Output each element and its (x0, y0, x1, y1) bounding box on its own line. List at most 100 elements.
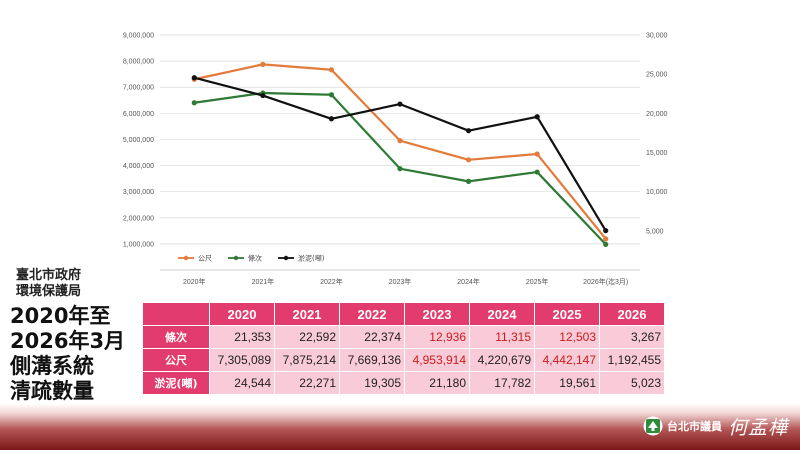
legend-label: 淤泥(噸) (298, 254, 325, 263)
row-label: 淤泥(噸) (142, 371, 210, 395)
table-cell: 7,305,089 (209, 348, 275, 372)
title-line-4: 清疏數量 (10, 379, 94, 403)
data-point (397, 138, 403, 144)
legend-marker (233, 255, 239, 261)
legend-marker (183, 255, 189, 261)
data-point (260, 92, 266, 99)
table-cell: 19,561 (534, 371, 600, 395)
year-header: 2026 (599, 302, 665, 326)
data-point (260, 61, 266, 67)
title-line-2: 2026年3月 (10, 329, 126, 353)
x-tick-label: 2025年 (526, 277, 549, 286)
year-header: 2020 (209, 302, 275, 326)
y-left-tick-label: 5,000,000 (123, 137, 154, 144)
row-label: 公尺 (142, 348, 210, 372)
y-left-tick-label: 6,000,000 (123, 111, 154, 118)
line-chart: 1,000,000 2,000,000 3,000,000 4,000,000 5,00… (123, 33, 668, 287)
org-line-2: 環境保護局 (16, 284, 82, 299)
x-tick-label: 2024年 (457, 277, 480, 286)
data-point (191, 75, 197, 81)
data-point (465, 157, 472, 163)
table-body: 條次 21,353 22,592 22,374 12,936 11,315 12,503 3,… (142, 325, 665, 395)
table-cell: 4,953,914 (404, 348, 470, 372)
data-point (328, 116, 335, 122)
table-cell: 11,315 (469, 325, 535, 349)
table-cell: 5,023 (599, 371, 665, 395)
table-row: 條次 21,353 22,592 22,374 12,936 11,315 12,503 3,… (142, 325, 665, 349)
data-point (397, 101, 403, 107)
table-cell: 1,192,455 (599, 348, 665, 372)
year-header: 2021 (274, 302, 340, 326)
x-tick-label: 2026年(迄3月) (583, 277, 628, 286)
data-point (603, 241, 609, 248)
data-point (328, 67, 335, 73)
table-row: 公尺 7,305,089 7,875,214 7,669,136 4,953,914 4,… (142, 348, 665, 372)
data-table: 2020 2021 2022 2023 2024 2025 2026 條次 21,… (142, 302, 665, 395)
year-header: 2025 (534, 302, 600, 326)
table-cell: 22,592 (274, 325, 340, 349)
data-point (534, 151, 540, 157)
legend-label: 公尺 (198, 255, 212, 263)
table-cell: 19,305 (339, 371, 405, 395)
table-cell: 17,782 (469, 371, 535, 395)
x-tick-label: 2022年 (320, 277, 343, 286)
y-left-tick-label: 4,000,000 (123, 163, 154, 170)
legend-marker (283, 255, 289, 261)
data-point (603, 236, 609, 242)
data-point (465, 128, 472, 134)
footer-band (0, 404, 800, 450)
year-header: 2024 (469, 302, 535, 326)
table-cell: 7,875,214 (274, 348, 340, 372)
table-cell: 4,442,147 (534, 348, 600, 372)
councilor-role: 台北市議員 (666, 420, 722, 433)
y-right-tick-label: 10,000 (646, 189, 668, 196)
y-right-tick-label: 25,000 (646, 72, 668, 79)
table-cell: 3,267 (599, 325, 665, 349)
table-cell: 24,544 (209, 371, 275, 395)
title-line-1: 2020年至 (10, 304, 111, 328)
org-line-1: 臺北市政府 (16, 268, 82, 283)
party-flag-icon (643, 416, 663, 436)
title-block: 臺北市政府 環境保護局 2020年至 2026年3月 側溝系統 清疏數量 (10, 268, 136, 404)
table-row: 淤泥(噸) 24,544 22,271 19,305 21,180 17,782 19,56… (142, 371, 665, 395)
legend-label: 條次 (248, 254, 262, 263)
row-label: 條次 (142, 325, 210, 349)
data-point (603, 228, 609, 234)
table-cell: 21,353 (209, 325, 275, 349)
councilor-name: 何孟樺 (727, 416, 788, 439)
table-cell: 12,503 (534, 325, 600, 349)
councilor-signature: 台北市議員 何孟樺 (643, 413, 788, 439)
table-cell: 22,271 (274, 371, 340, 395)
data-point (534, 114, 540, 120)
x-tick-label: 2023年 (389, 277, 412, 286)
data-point (465, 178, 472, 184)
y-right-tick-label: 20,000 (646, 111, 668, 118)
table-cell: 21,180 (404, 371, 470, 395)
x-tick-label: 2020年 (183, 277, 206, 286)
series-line (194, 63, 607, 240)
data-point (534, 169, 540, 175)
data-point (397, 166, 403, 172)
y-left-tick-label: 9,000,000 (123, 33, 154, 40)
y-left-tick-label: 8,000,000 (123, 59, 154, 66)
org-name: 臺北市政府 環境保護局 (16, 268, 136, 300)
year-header: 2023 (404, 302, 470, 326)
data-point (191, 100, 197, 106)
chart-svg: 1,000,000 2,000,000 3,000,000 4,000,000 5,00… (123, 33, 668, 287)
title-line-3: 側溝系統 (10, 354, 94, 378)
year-header: 2022 (339, 302, 405, 326)
y-right-tick-label: 30,000 (646, 33, 668, 40)
y-right-tick-label: 15,000 (646, 150, 668, 157)
table-header-row: 2020 2021 2022 2023 2024 2025 2026 (142, 302, 665, 326)
y-left-tick-label: 1,000,000 (123, 241, 154, 248)
table-cell: 7,669,136 (339, 348, 405, 372)
table-cell: 22,374 (339, 325, 405, 349)
table-cell: 4,220,679 (469, 348, 535, 372)
y-right-tick-label: 5,000 (646, 228, 664, 235)
y-left-tick-label: 3,000,000 (123, 189, 154, 196)
data-point (328, 92, 335, 98)
y-left-tick-label: 7,000,000 (123, 85, 154, 92)
page-title: 2020年至 2026年3月 側溝系統 清疏數量 (10, 304, 136, 404)
series-line (194, 76, 607, 232)
table-cell: 12,936 (404, 325, 470, 349)
